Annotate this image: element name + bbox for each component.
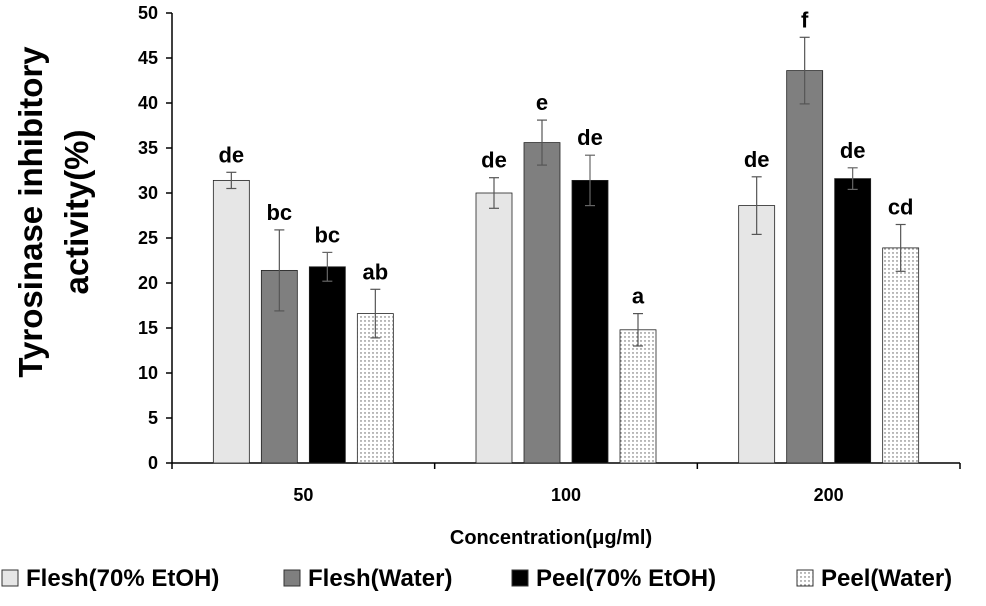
significance-label: de <box>840 138 866 163</box>
bar <box>882 247 920 464</box>
y-tick-label: 20 <box>138 273 158 293</box>
significance-label: bc <box>266 200 292 225</box>
legend-label: Flesh(Water) <box>308 565 452 592</box>
x-tick-label: 100 <box>551 485 581 505</box>
y-tick-label: 10 <box>138 363 158 383</box>
bar <box>475 192 513 464</box>
bar <box>834 178 872 464</box>
y-tick-label: 0 <box>148 453 158 473</box>
x-tick-label: 50 <box>293 485 313 505</box>
bar <box>523 142 561 464</box>
bar <box>571 179 609 464</box>
y-tick-label: 50 <box>138 3 158 23</box>
significance-label: bc <box>314 222 340 247</box>
bar <box>619 329 657 464</box>
legend-swatch <box>283 569 301 587</box>
significance-label: ab <box>362 259 388 284</box>
legend-swatch <box>511 569 529 587</box>
bar <box>786 70 824 464</box>
significance-label: de <box>744 147 770 172</box>
y-tick-label: 45 <box>138 48 158 68</box>
bar <box>738 205 776 464</box>
y-tick-label: 40 <box>138 93 158 113</box>
legend-label: Flesh(70% EtOH) <box>26 565 219 592</box>
legend-label: Peel(Water) <box>821 565 952 592</box>
significance-label: cd <box>888 195 914 220</box>
legend-swatch <box>1 569 19 587</box>
bar <box>308 266 346 464</box>
x-axis-title: Concentration(μg/ml) <box>450 527 652 549</box>
significance-label: de <box>577 125 603 150</box>
significance-label: e <box>536 90 548 115</box>
significance-label: f <box>801 7 809 32</box>
y-axis-title: Tyrosinase inhibitory activity(%) <box>12 46 95 378</box>
plot-area: 0510152025303540455050debcbcab100deedea2… <box>138 3 961 505</box>
y-tick-label: 30 <box>138 183 158 203</box>
y-axis-title-line-1: Tyrosinase inhibitory <box>12 46 49 378</box>
y-tick-label: 35 <box>138 138 158 158</box>
legend-swatch <box>796 569 814 587</box>
y-tick-label: 5 <box>148 408 158 428</box>
y-axis-title-line-2: activity(%) <box>58 129 95 294</box>
y-tick-label: 25 <box>138 228 158 248</box>
y-tick-label: 15 <box>138 318 158 338</box>
legend-label: Peel(70% EtOH) <box>536 565 716 592</box>
significance-label: a <box>632 284 645 309</box>
legend: Flesh(70% EtOH) Flesh(Water) Peel(70% EtOH… <box>1 565 952 592</box>
significance-label: de <box>481 148 507 173</box>
x-tick-label: 200 <box>814 485 844 505</box>
significance-label: de <box>218 142 244 167</box>
bar <box>212 179 250 464</box>
